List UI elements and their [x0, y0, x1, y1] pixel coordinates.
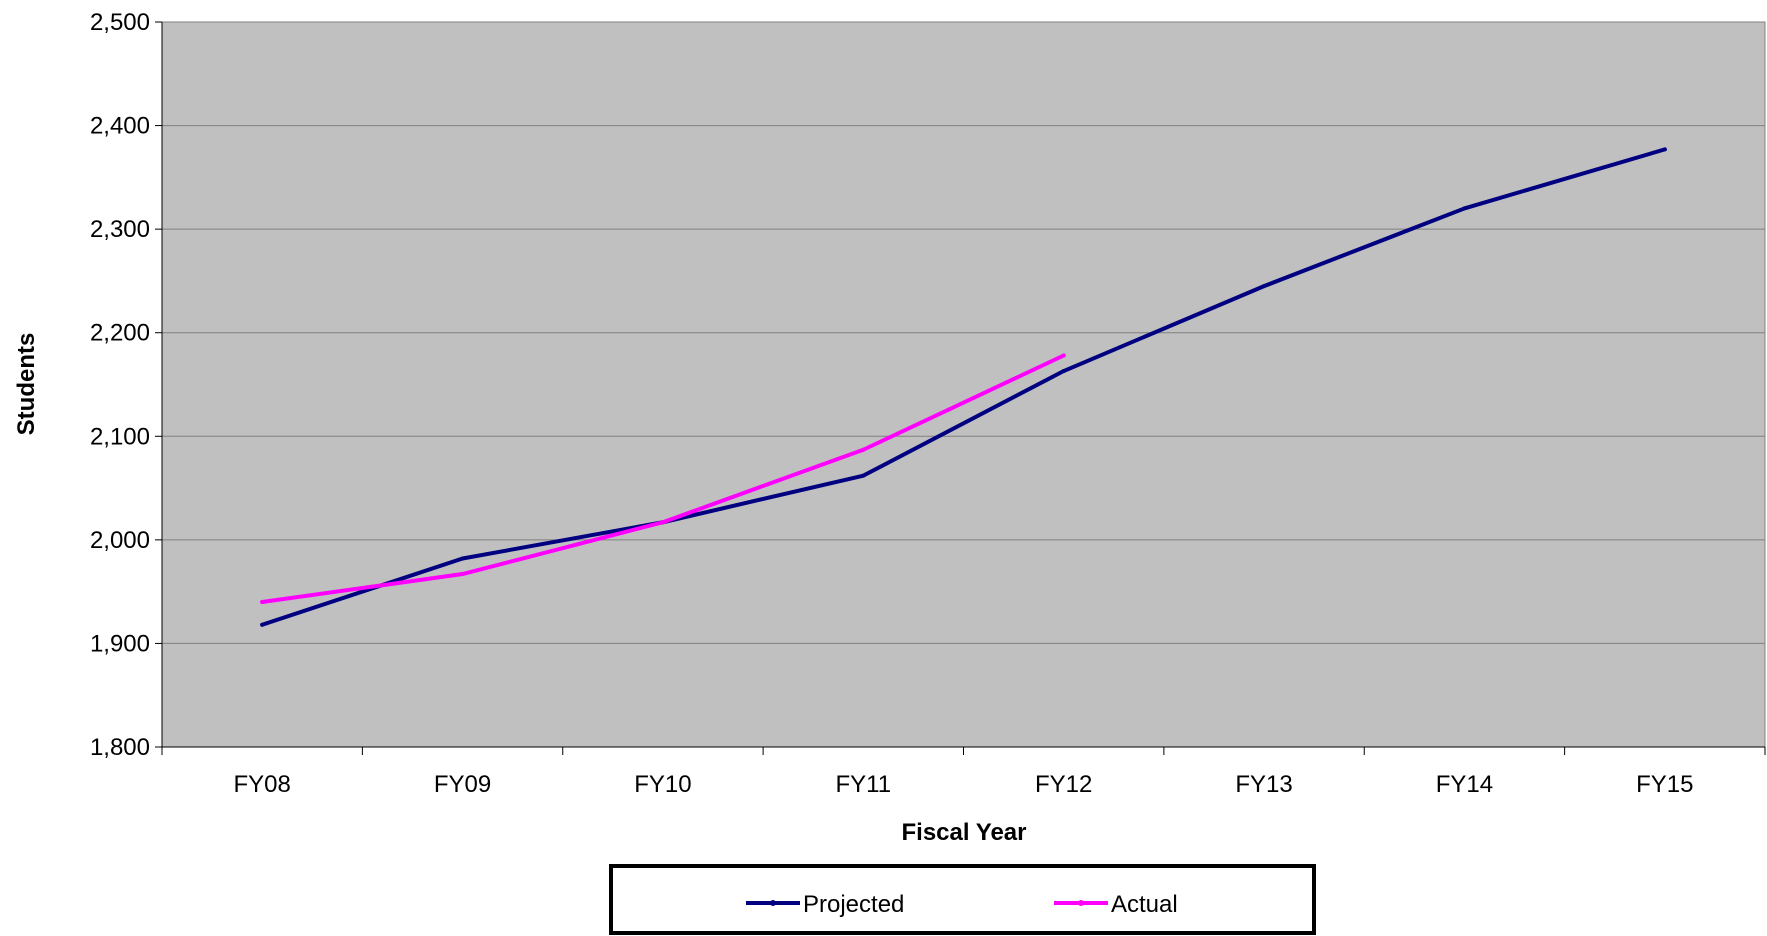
y-tick-label: 1,800 [90, 734, 150, 761]
legend-marker-projected [770, 900, 776, 906]
data-point-actual [1061, 353, 1066, 358]
legend-label-actual: Actual [1111, 891, 1178, 918]
y-tick-label: 2,500 [90, 9, 150, 36]
y-tick-label: 2,300 [90, 216, 150, 243]
legend-label-projected: Projected [803, 891, 904, 918]
legend-marker-actual [1078, 900, 1084, 906]
legend: Projected Actual [609, 864, 1316, 935]
data-point-actual [660, 520, 665, 525]
x-tick-label: FY11 [836, 771, 892, 798]
gridlines [162, 125, 1765, 644]
x-axis: FY08 FY09 FY10 FY11 FY12 FY13 FY14 FY15 [161, 746, 1766, 798]
y-tick-label: 2,100 [90, 423, 150, 450]
y-tick-label: 2,000 [90, 527, 150, 554]
y-axis-title: Students [13, 333, 40, 436]
series-layer [260, 147, 1667, 627]
data-point-projected [460, 556, 465, 561]
data-point-actual [260, 600, 265, 604]
data-point-projected [260, 622, 265, 627]
x-tick-label: FY14 [1436, 771, 1493, 798]
x-axis-title: Fiscal Year [902, 819, 1027, 846]
data-point-projected [1262, 284, 1267, 289]
series-line-projected [260, 147, 1667, 627]
x-tick-label: FY08 [234, 771, 291, 798]
data-point-projected [1061, 369, 1066, 374]
y-tick-label: 2,400 [90, 113, 150, 140]
y-axis: 1,800 1,900 2,000 2,100 2,200 2,300 2,400 2,500 [90, 9, 163, 761]
data-point-projected [1662, 147, 1667, 152]
data-point-projected [1462, 206, 1467, 211]
x-tick-label: FY15 [1636, 771, 1693, 798]
legend-box [609, 864, 1316, 935]
x-tick-label: FY13 [1235, 771, 1292, 798]
data-point-actual [460, 572, 465, 577]
x-tick-label: FY10 [634, 771, 691, 798]
y-tick-label: 2,200 [90, 320, 150, 347]
plot-area [161, 21, 1766, 748]
x-tick-label: FY09 [434, 771, 491, 798]
x-tick-label: FY12 [1035, 771, 1092, 798]
y-tick-label: 1,900 [90, 630, 150, 657]
data-point-projected [861, 473, 866, 478]
data-point-actual [861, 447, 866, 452]
